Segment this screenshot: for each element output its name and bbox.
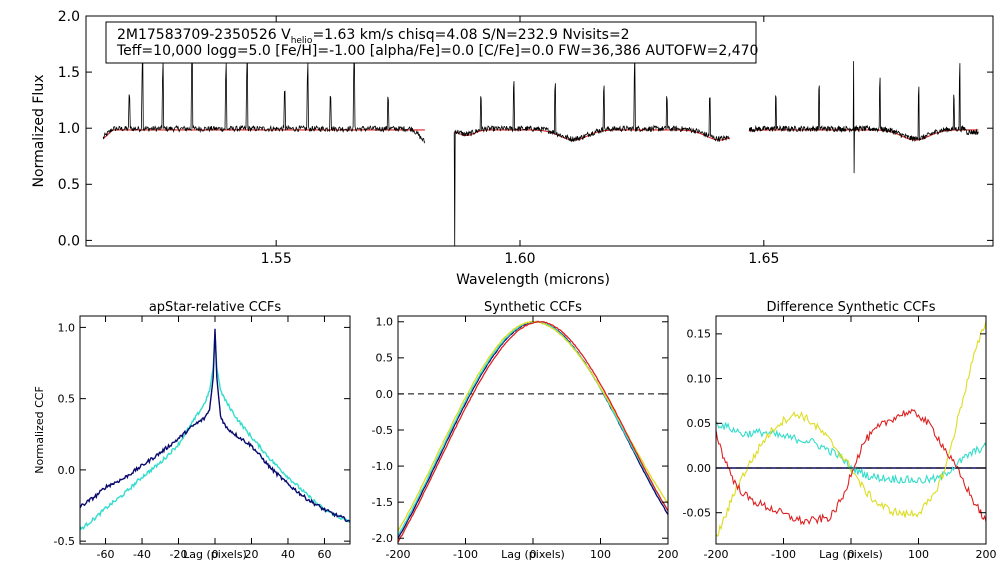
- spectrum-title-box: 2M17583709-2350526 Vhelio=1.63 km/s chis…: [105, 21, 758, 64]
- spectrum-traces: [102, 36, 979, 247]
- apstar-ccf-line-visit-1: [79, 328, 351, 523]
- difference-ccf-line-diff-4: [715, 408, 987, 526]
- spectrum-title-rest: =1.63 km/s chisq=4.08 S/N=232.9 Nvisits=…: [312, 27, 629, 43]
- spectrum-observed-line: [102, 36, 426, 144]
- synthetic-ccf-x-label: Lag (pixels): [501, 548, 565, 561]
- difference-ccf-title: Difference Synthetic CCFs: [766, 300, 935, 315]
- apstar-ccf-x-label: Lag (pixels): [183, 548, 247, 561]
- synthetic-ccf-x-tick-label: -200: [386, 548, 411, 561]
- synthetic-ccf-x-tick-label: 100: [590, 548, 611, 561]
- difference-ccf-y-tick-label: 0.15: [687, 328, 712, 341]
- apstar-ccf-x-tick-label: -40: [133, 548, 151, 561]
- synthetic-ccf-y-tick-label: -0.5: [372, 424, 393, 437]
- spectrum-title-line2: Teff=10,000 logg=5.0 [Fe/H]=-1.00 [alpha…: [116, 43, 758, 59]
- synthetic-ccf-line-synthetic-4: [397, 320, 669, 543]
- apstar-ccf-x-tick-label: -20: [170, 548, 188, 561]
- synthetic-ccf-x-tick-label: 0: [530, 548, 537, 561]
- spectrum-y-tick-label: 1.5: [58, 65, 80, 81]
- synthetic-ccf-y-tick-label: -1.5: [372, 496, 393, 509]
- spectrum-y-tick-label: 2.0: [58, 9, 80, 25]
- spectrum-x-tick-label: 1.60: [504, 251, 535, 267]
- difference-ccf-x-tick-label: 200: [976, 548, 997, 561]
- apstar-ccf-x-tick-label: 40: [281, 548, 295, 561]
- spectrum-title-line1: 2M17583709-2350526 Vhelio=1.63 km/s chis…: [117, 27, 630, 46]
- apstar-ccf-y-label: Normalized CCF: [33, 386, 46, 474]
- spectrum-panel: 1.55 1.60 1.65 0.0 0.5 1.0 1.5 2.0 2M17583709-2…: [31, 9, 994, 288]
- spectrum-y-tick-label: 1.0: [58, 121, 80, 137]
- spectrum-observed-line: [453, 52, 730, 247]
- apstar-ccf-panel: -60 -40 -20 0 20 40 60 -0.5 0.0 0.5 1.0 apStar-rel…: [33, 300, 351, 561]
- apstar-ccf-ticks: -60 -40 -20 0 20 40 60 -0.5 0.0 0.5 1.0: [54, 316, 350, 561]
- spectrum-ticks: 1.55 1.60 1.65 0.0 0.5 1.0 1.5 2.0: [58, 9, 993, 267]
- difference-ccf-line-diff-3: [715, 320, 987, 538]
- synthetic-ccf-y-tick-label: 0.0: [376, 388, 394, 401]
- spectrum-title-star: 2M17583709-2350526 V: [117, 27, 291, 43]
- synthetic-ccf-title: Synthetic CCFs: [484, 300, 582, 315]
- synthetic-ccf-x-tick-label: -100: [453, 548, 478, 561]
- difference-ccf-x-tick-label: -100: [771, 548, 796, 561]
- apstar-ccf-y-tick-label: -0.5: [54, 535, 75, 548]
- apstar-ccf-y-tick-label: 0.0: [58, 464, 76, 477]
- spectrum-x-tick-label: 1.55: [261, 251, 292, 267]
- synthetic-ccf-y-tick-label: -1.0: [372, 460, 393, 473]
- spectrum-x-tick-label: 1.65: [748, 251, 779, 267]
- spectrum-y-tick-label: 0.0: [58, 233, 80, 249]
- spectrum-frame: [85, 15, 994, 247]
- apstar-ccf-x-tick-label: 20: [244, 548, 258, 561]
- apstar-ccf-x-tick-label: -60: [97, 548, 115, 561]
- difference-ccf-x-tick-label: -200: [704, 548, 729, 561]
- synthetic-ccf-x-tick-label: 200: [658, 548, 679, 561]
- difference-ccf-y-tick-label: 0.00: [687, 462, 712, 475]
- apstar-ccf-x-tick-label: 60: [317, 548, 331, 561]
- apstar-ccf-traces: [79, 328, 351, 531]
- synthetic-ccf-ticks: -200 -100 0 100 200 -2.0 -1.5 -1.0 -0.5 0.0 0.5 1.0: [372, 316, 679, 561]
- spectrum-title-frame: [105, 21, 757, 64]
- apstar-ccf-title: apStar-relative CCFs: [149, 300, 282, 315]
- spectrum-y-label: Normalized Flux: [31, 75, 47, 188]
- synthetic-ccf-panel: -200 -100 0 100 200 -2.0 -1.5 -1.0 -0.5 0.0 0.5 1.0…: [372, 300, 679, 561]
- synthetic-ccf-y-tick-label: 0.5: [376, 352, 394, 365]
- difference-ccf-x-tick-label: 0: [848, 548, 855, 561]
- difference-ccf-y-tick-label: 0.05: [687, 417, 712, 430]
- difference-ccf-panel: -200 -100 0 100 200 -0.05 0.00 0.05 0.10 0.15 Dif…: [683, 300, 997, 561]
- apstar-ccf-x-tick-label: 0: [212, 548, 219, 561]
- difference-ccf-x-label: Lag (pixels): [819, 548, 883, 561]
- spectrum-observed-line: [748, 61, 979, 174]
- apstar-ccf-y-tick-label: 1.0: [58, 321, 76, 334]
- difference-ccf-x-tick-label: 100: [908, 548, 929, 561]
- spectrum-y-tick-label: 0.5: [58, 177, 80, 193]
- apstar-ccf-y-tick-label: 0.5: [58, 393, 76, 406]
- synthetic-ccf-y-tick-label: -2.0: [372, 532, 393, 545]
- difference-ccf-y-tick-label: 0.10: [687, 372, 712, 385]
- spectrum-x-label: Wavelength (microns): [456, 272, 610, 288]
- spectrum-title-subscript: helio: [291, 36, 313, 46]
- difference-ccf-traces: [715, 320, 987, 538]
- difference-ccf-ticks: -200 -100 0 100 200 -0.05 0.00 0.05 0.10 0.15: [683, 316, 997, 561]
- synthetic-ccf-y-tick-label: 1.0: [376, 316, 394, 329]
- difference-ccf-y-tick-label: -0.05: [683, 507, 711, 520]
